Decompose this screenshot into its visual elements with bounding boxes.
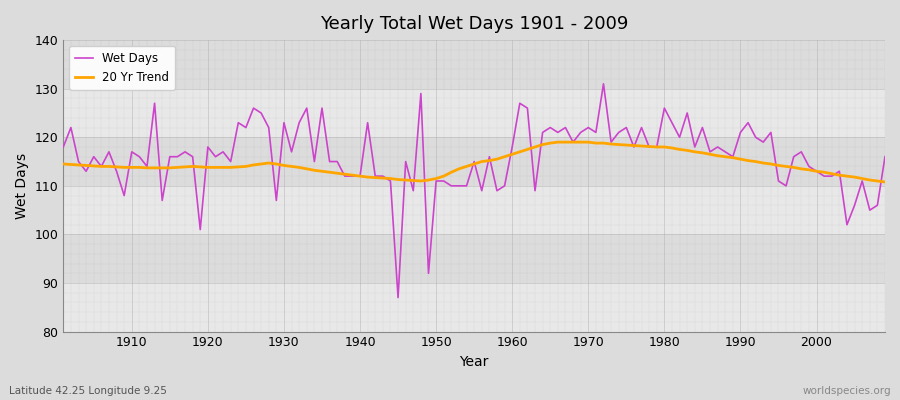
20 Yr Trend [286, 164, 297, 169]
20 Yr Trend [879, 180, 890, 184]
Wet Days [879, 154, 890, 159]
Bar [63, 40, 885, 89]
20 Yr Trend [332, 171, 343, 176]
Wet Days [613, 130, 624, 135]
Wet Days [507, 144, 517, 149]
Legend: Wet Days, 20 Yr Trend: Wet Days, 20 Yr Trend [69, 46, 176, 90]
Text: worldspecies.org: worldspecies.org [803, 386, 891, 396]
20 Yr Trend [58, 162, 68, 166]
Wet Days [332, 159, 343, 164]
Line: 20 Yr Trend: 20 Yr Trend [63, 142, 885, 182]
Line: Wet Days: Wet Days [63, 84, 885, 298]
Wet Days [598, 82, 609, 86]
20 Yr Trend [119, 165, 130, 170]
Wet Days [286, 150, 297, 154]
Wet Days [392, 295, 403, 300]
Bar [63, 186, 885, 234]
20 Yr Trend [553, 140, 563, 144]
Wet Days [58, 144, 68, 149]
Bar [63, 89, 885, 137]
Bar [63, 234, 885, 283]
20 Yr Trend [500, 154, 510, 159]
Y-axis label: Wet Days: Wet Days [15, 153, 29, 219]
20 Yr Trend [606, 142, 616, 146]
Wet Days [515, 101, 526, 106]
Wet Days [119, 193, 130, 198]
X-axis label: Year: Year [460, 355, 489, 369]
Bar [63, 283, 885, 332]
Text: Latitude 42.25 Longitude 9.25: Latitude 42.25 Longitude 9.25 [9, 386, 166, 396]
Bar [63, 137, 885, 186]
Title: Yearly Total Wet Days 1901 - 2009: Yearly Total Wet Days 1901 - 2009 [320, 15, 628, 33]
20 Yr Trend [507, 152, 517, 157]
